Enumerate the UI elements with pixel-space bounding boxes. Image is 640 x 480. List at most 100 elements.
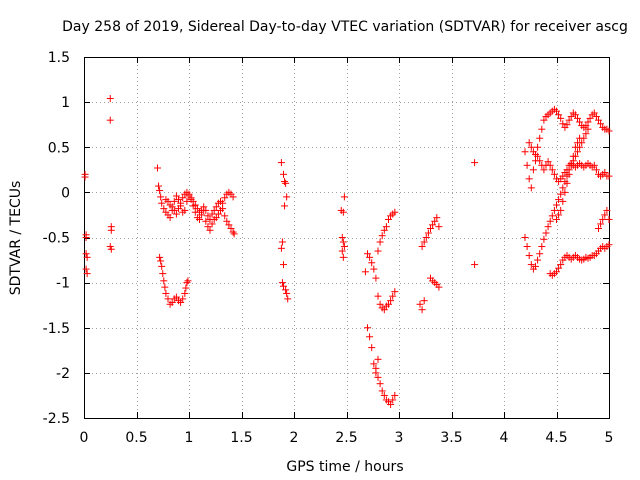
data-point bbox=[338, 234, 346, 241]
data-point bbox=[527, 184, 535, 192]
data-point bbox=[538, 125, 546, 133]
data-point bbox=[420, 297, 428, 305]
data-point bbox=[418, 243, 426, 251]
data-point bbox=[592, 113, 600, 121]
data-point bbox=[548, 166, 556, 174]
data-point bbox=[172, 192, 180, 200]
data-point bbox=[540, 235, 548, 243]
data-point bbox=[210, 206, 218, 214]
data-point bbox=[164, 295, 172, 303]
data-point bbox=[387, 400, 395, 408]
y-tick-labels: -2.5 -2 -1.5 -1 -0.5 0 0.5 1 1.5 bbox=[43, 50, 70, 427]
data-point bbox=[200, 203, 208, 211]
data-point bbox=[160, 205, 168, 213]
data-point bbox=[164, 197, 172, 205]
data-point bbox=[532, 262, 539, 270]
data-point bbox=[586, 114, 594, 122]
y-tick-label: -2 bbox=[56, 366, 70, 382]
data-point bbox=[605, 215, 613, 223]
data-point bbox=[601, 169, 609, 177]
data-point bbox=[166, 214, 174, 222]
data-point bbox=[590, 161, 598, 169]
data-point bbox=[550, 206, 558, 214]
data-point bbox=[559, 197, 567, 205]
x-tick-label: 4.5 bbox=[545, 430, 567, 446]
y-tick-label: 1 bbox=[61, 95, 70, 111]
data-point bbox=[206, 226, 214, 234]
data-point bbox=[339, 208, 347, 216]
data-point bbox=[156, 253, 164, 261]
data-point bbox=[559, 120, 567, 128]
data-point bbox=[221, 194, 229, 202]
data-point bbox=[422, 234, 430, 241]
data-point bbox=[217, 197, 224, 205]
data-point bbox=[204, 212, 212, 220]
data-point bbox=[204, 223, 212, 231]
data-point bbox=[160, 277, 168, 285]
data-point bbox=[387, 297, 395, 305]
x-tick-labels: 0 0.5 1 1.5 2 2.5 3 3.5 4 4.5 5 bbox=[80, 430, 614, 446]
data-point bbox=[170, 206, 178, 214]
data-point bbox=[202, 217, 210, 225]
data-point bbox=[82, 250, 90, 258]
data-point bbox=[527, 143, 535, 151]
data-point bbox=[219, 205, 227, 213]
data-point bbox=[557, 114, 565, 122]
data-point bbox=[597, 220, 605, 228]
data-point bbox=[280, 282, 287, 290]
data-point bbox=[382, 223, 390, 231]
data-point bbox=[158, 199, 166, 207]
data-point bbox=[368, 259, 376, 267]
data-point bbox=[523, 243, 531, 251]
data-point bbox=[605, 127, 613, 135]
data-point bbox=[214, 210, 222, 218]
data-point bbox=[221, 212, 229, 220]
data-point bbox=[156, 187, 164, 195]
data-point bbox=[202, 206, 210, 214]
x-tick-label: 1.5 bbox=[230, 430, 252, 446]
data-point bbox=[193, 205, 201, 213]
data-point bbox=[565, 116, 573, 124]
data-point bbox=[183, 197, 191, 205]
data-point bbox=[177, 298, 185, 306]
x-tick-label: 0.5 bbox=[125, 430, 147, 446]
data-point bbox=[391, 391, 399, 399]
grid-lines bbox=[84, 57, 609, 418]
chart-title: Day 258 of 2019, Sidereal Day-to-day VTE… bbox=[62, 19, 628, 35]
data-point bbox=[385, 300, 392, 308]
data-point bbox=[175, 196, 182, 204]
data-point bbox=[364, 250, 371, 258]
data-point bbox=[364, 324, 371, 332]
data-point bbox=[187, 194, 195, 202]
data-point bbox=[542, 229, 550, 237]
data-point bbox=[391, 288, 399, 296]
data-point bbox=[189, 197, 197, 205]
data-point bbox=[597, 120, 605, 128]
data-point bbox=[536, 157, 544, 165]
data-point bbox=[281, 202, 289, 210]
data-point bbox=[385, 215, 392, 223]
data-point bbox=[427, 224, 434, 232]
data-point bbox=[429, 221, 437, 229]
data-point bbox=[571, 143, 579, 151]
data-point bbox=[185, 190, 193, 198]
data-point bbox=[177, 199, 185, 207]
x-tick-label: 4 bbox=[500, 430, 509, 446]
data-point bbox=[546, 161, 554, 169]
data-point bbox=[372, 364, 380, 372]
data-point bbox=[196, 215, 203, 223]
data-point bbox=[553, 201, 560, 209]
data-point bbox=[230, 230, 238, 238]
data-point bbox=[557, 190, 565, 198]
data-point bbox=[106, 116, 114, 124]
data-point bbox=[378, 387, 386, 395]
data-point bbox=[370, 265, 378, 273]
data-point bbox=[525, 139, 533, 147]
data-point bbox=[424, 229, 432, 237]
data-point bbox=[599, 215, 607, 223]
data-point bbox=[227, 224, 235, 232]
data-point bbox=[277, 244, 285, 252]
data-point bbox=[550, 170, 558, 178]
data-point bbox=[283, 193, 291, 201]
data-point bbox=[525, 175, 533, 183]
